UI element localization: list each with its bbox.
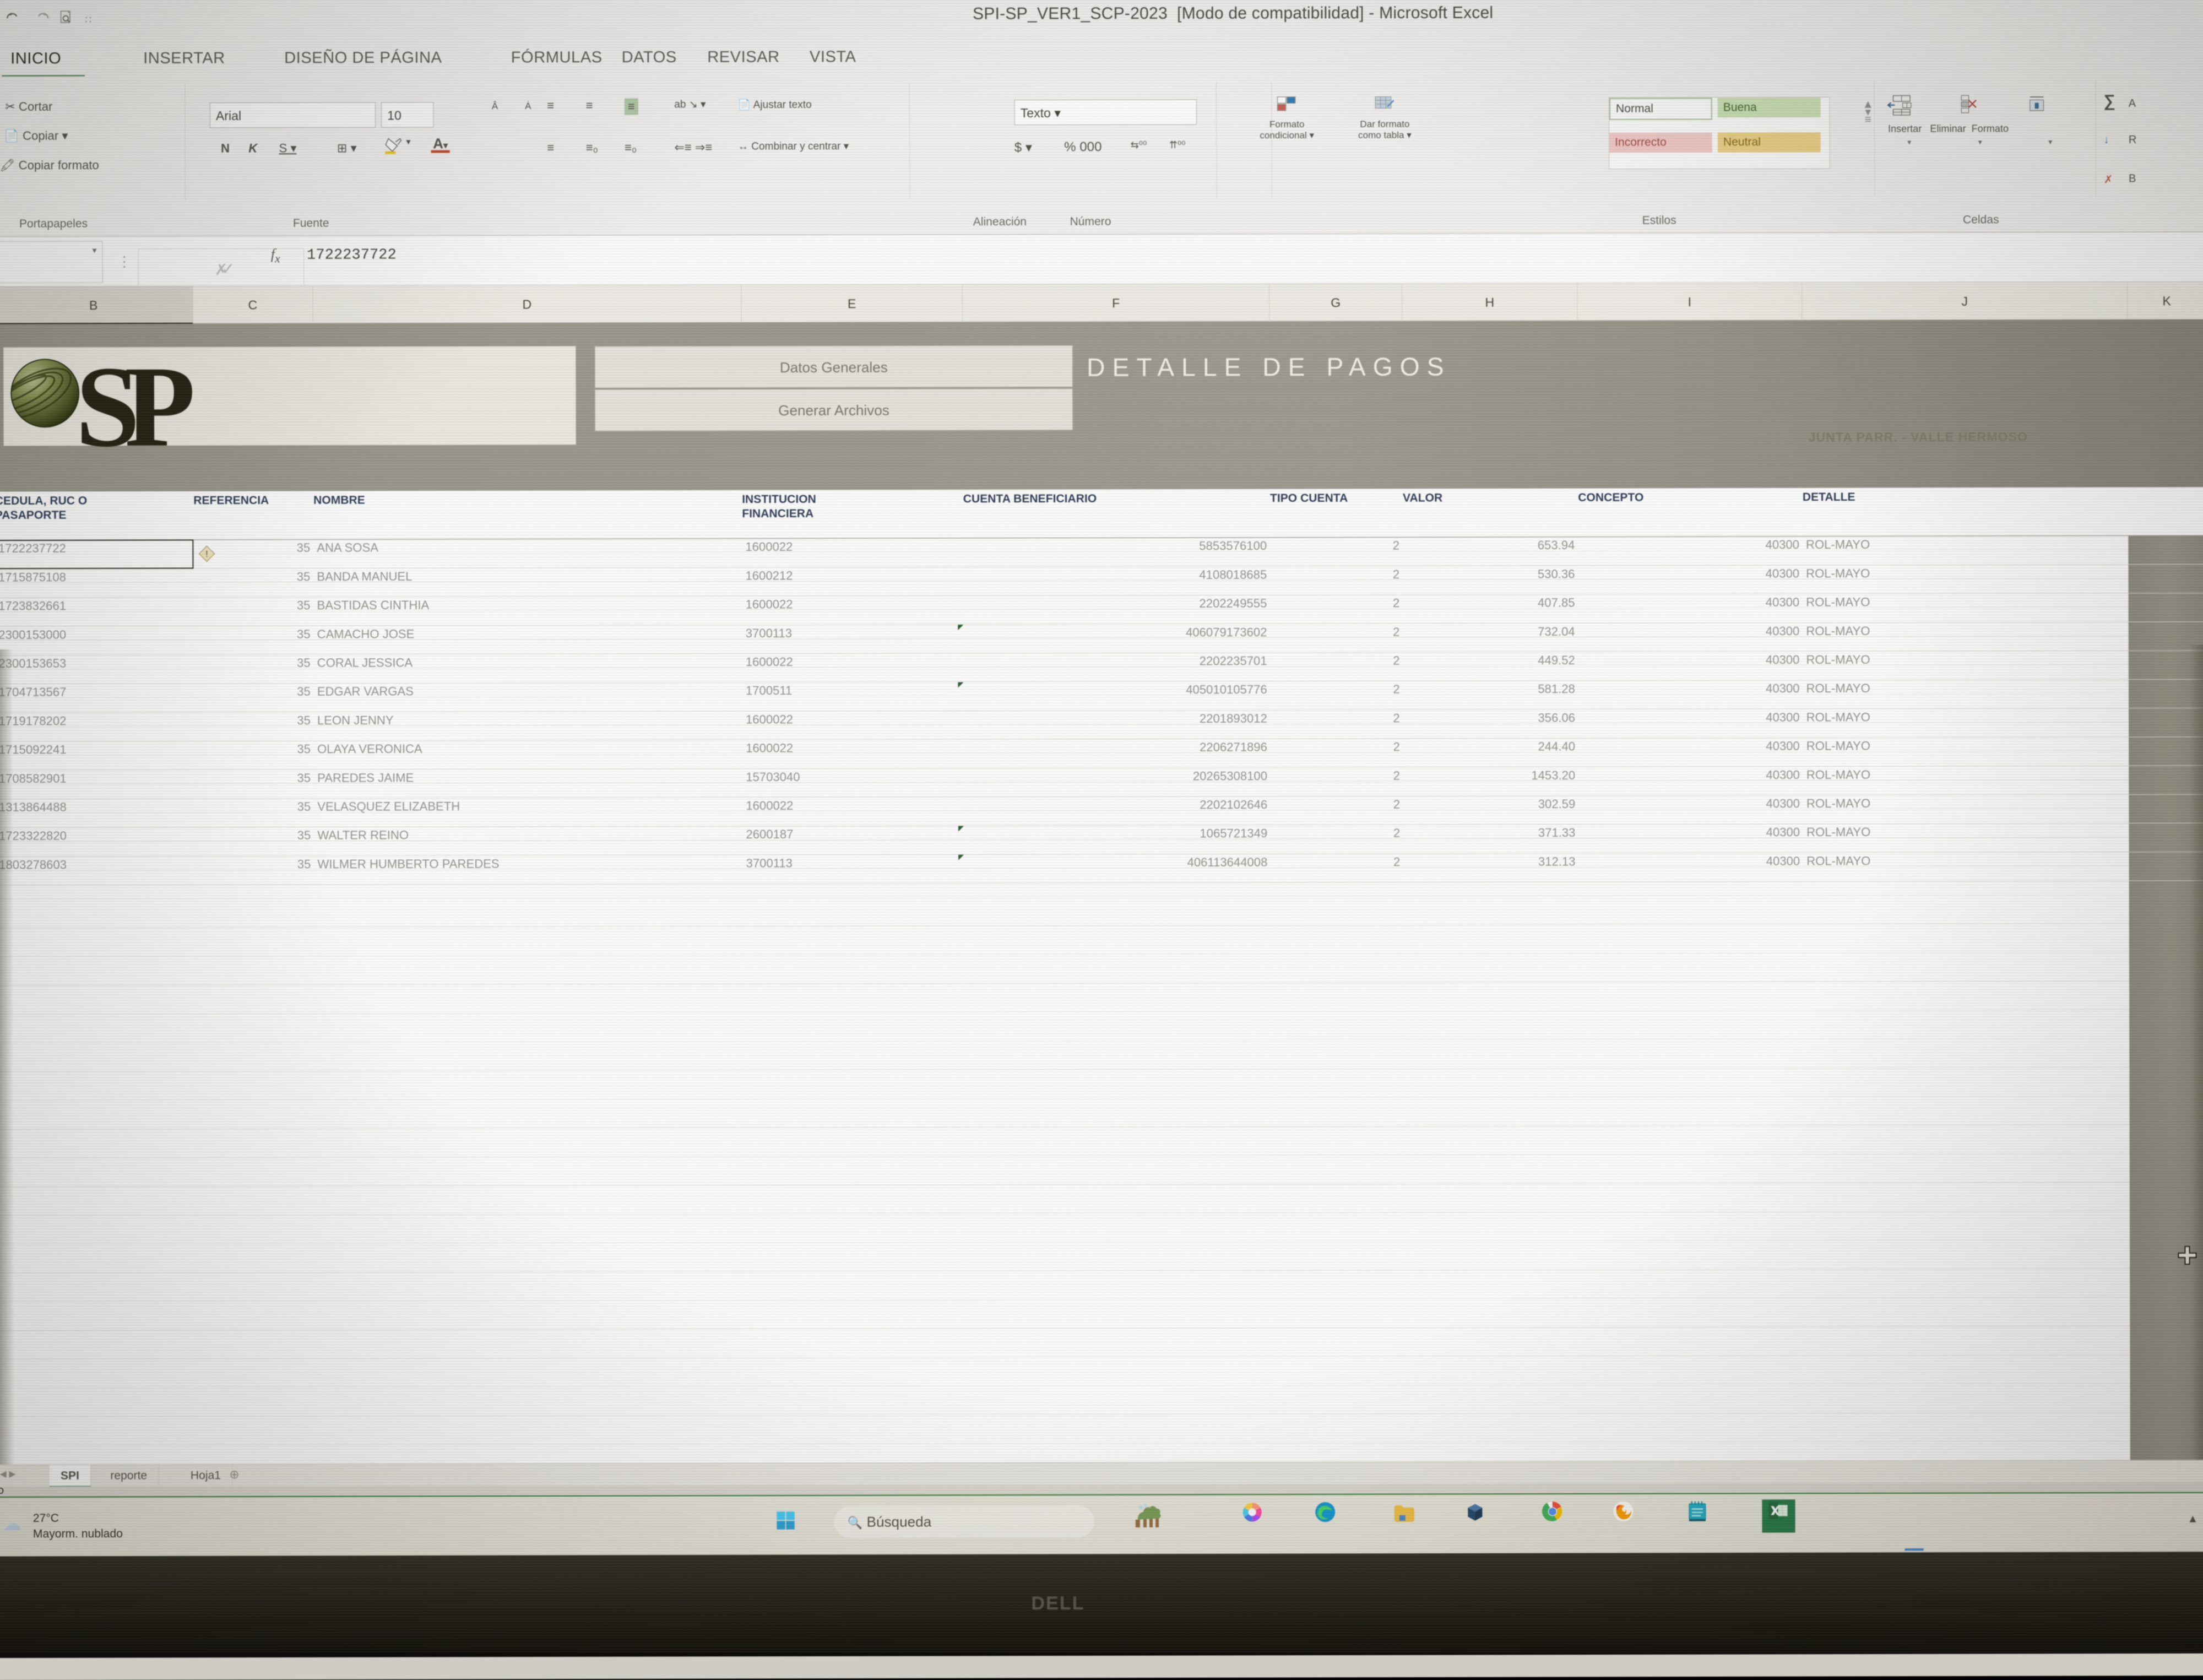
svg-text:!: ! [205, 549, 208, 559]
